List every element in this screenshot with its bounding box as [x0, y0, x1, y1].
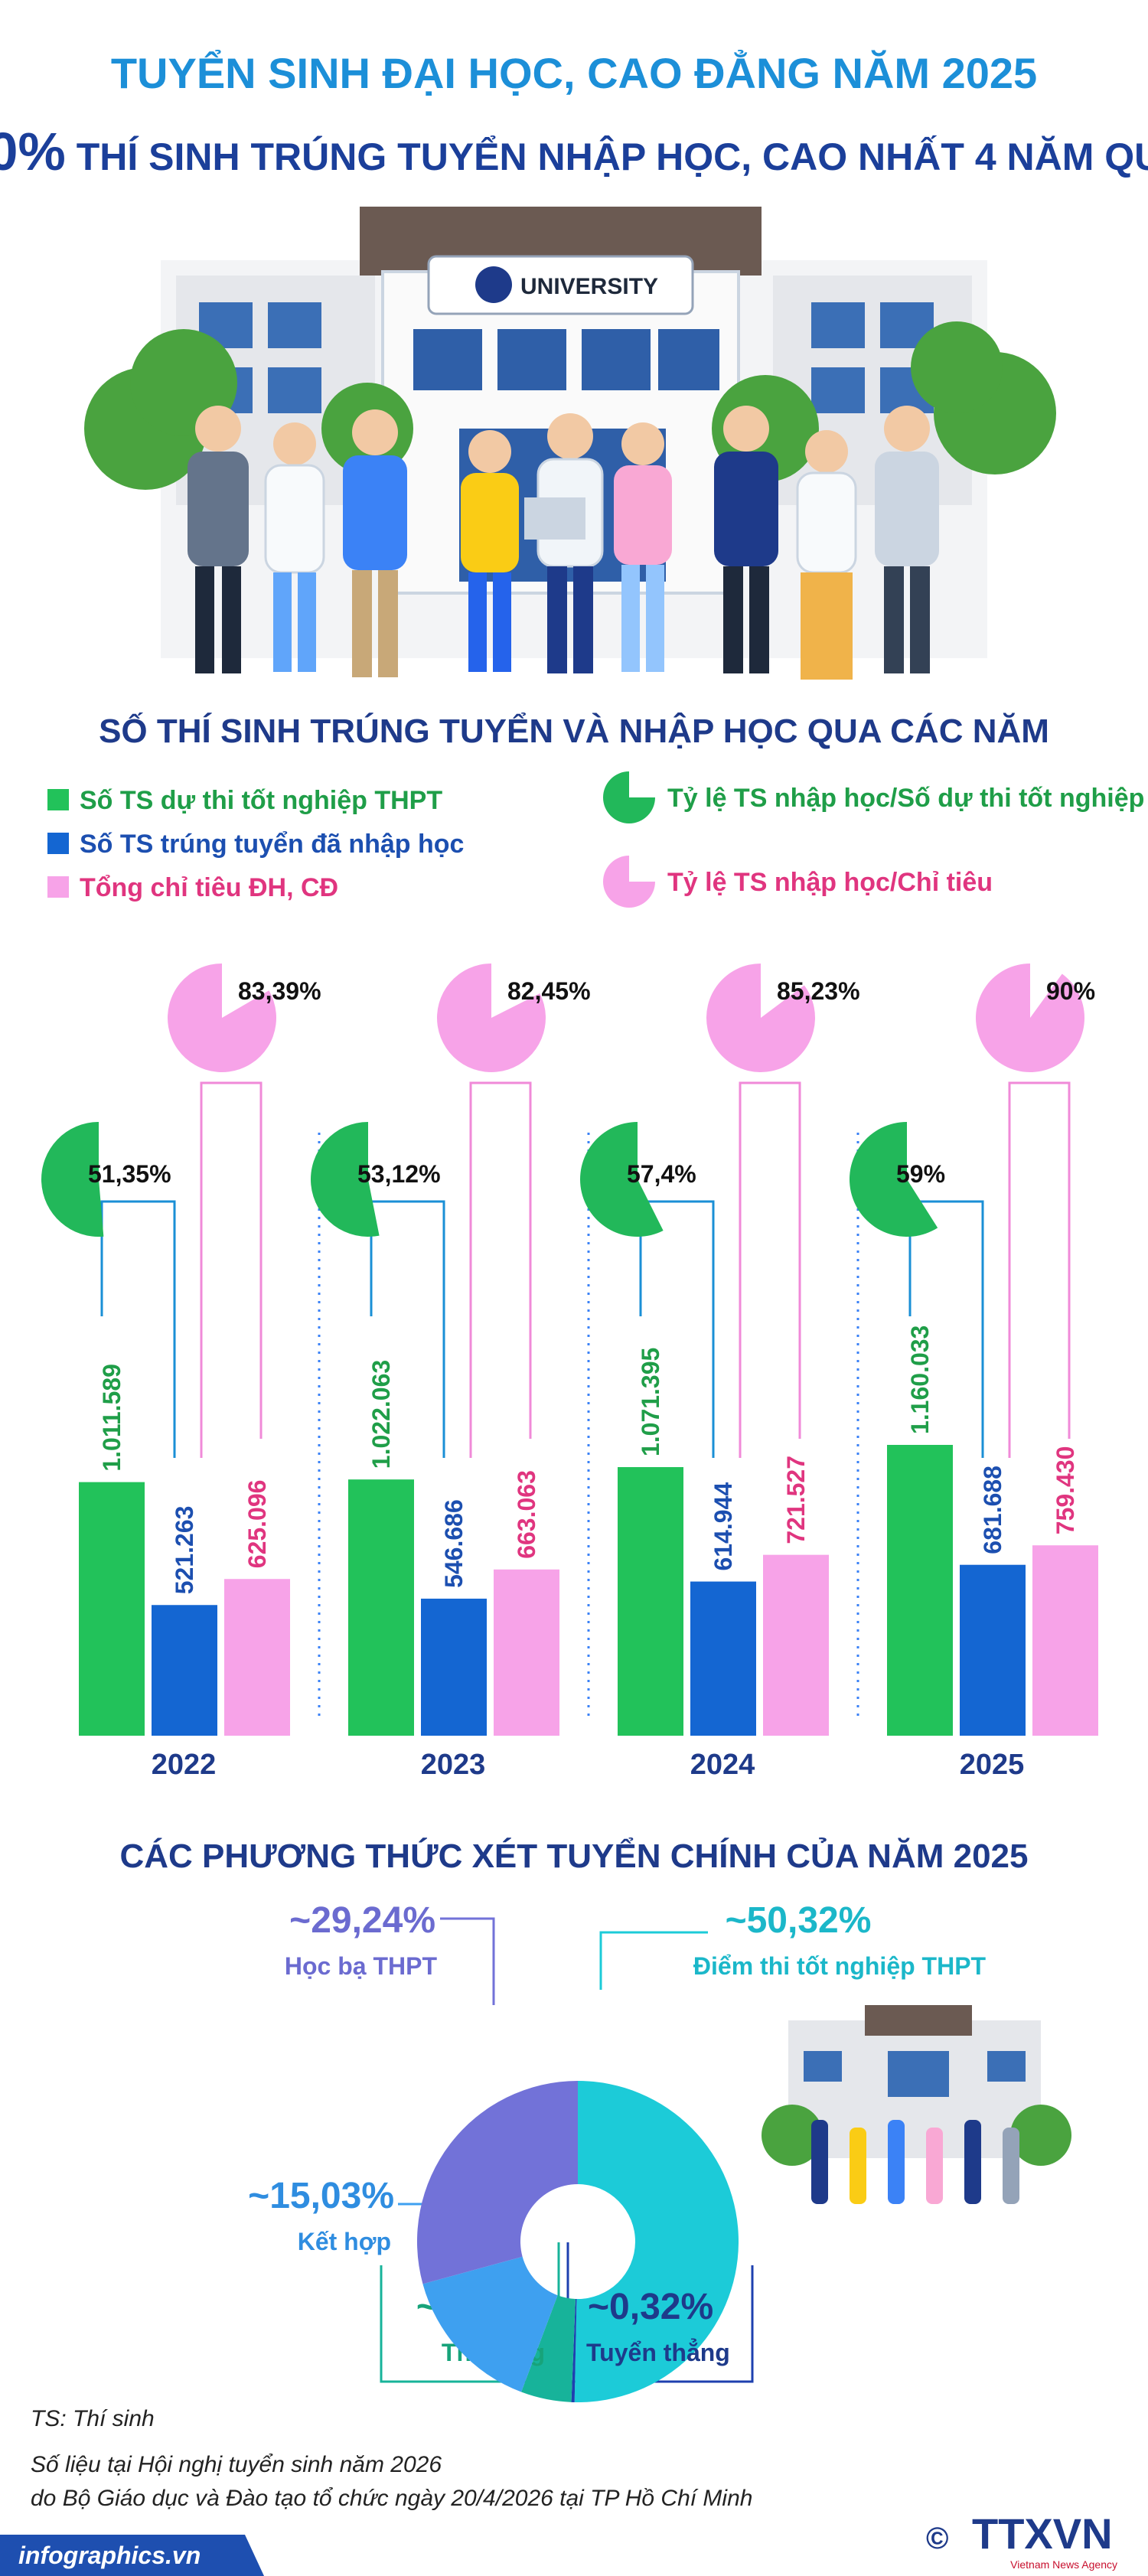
website: infographics.vn	[18, 2542, 201, 2569]
value-label: 521.263	[171, 1506, 198, 1595]
agency: Vietnam News Agency	[1010, 2558, 1117, 2571]
year-label: 2024	[690, 1749, 755, 1781]
note: do Bộ Giáo dục và Đào tạo tổ chức ngày 2…	[31, 2486, 752, 2511]
small-illustration	[762, 2005, 1071, 2204]
ratio-label: 59%	[896, 1160, 945, 1188]
note: Số liệu tại Hội nghị tuyển sinh năm 2026	[31, 2452, 442, 2477]
value-label: 1.071.395	[637, 1348, 664, 1456]
bar	[348, 1479, 414, 1736]
note: TS: Thí sinh	[31, 2406, 155, 2431]
legend-swatch	[47, 789, 69, 810]
bar	[618, 1467, 683, 1736]
legend-label: Số TS dự thi tốt nghiệp THPT	[80, 786, 442, 815]
legend: Số TS dự thi tốt nghiệp THPT Số TS trúng …	[47, 771, 1144, 908]
ratio-label: 51,35%	[88, 1160, 171, 1188]
pie-slice	[574, 2081, 739, 2402]
ratio-label: 83,39%	[238, 977, 321, 1005]
legend-label: Tỷ lệ TS nhập học/Số dự thi tốt nghiệp	[667, 784, 1144, 813]
ratio-label: 53,12%	[357, 1160, 441, 1188]
ratio-label: 57,4%	[627, 1160, 696, 1188]
legend-swatch	[47, 833, 69, 854]
connector	[200, 1081, 263, 1458]
pie-slice	[422, 2256, 558, 2392]
bar	[79, 1482, 145, 1736]
pie-category-label: Kết hợp	[298, 2228, 391, 2255]
ratio-label: 90%	[1046, 977, 1095, 1005]
pie-chart-title: CÁC PHƯƠNG THỨC XÉT TUYỂN CHÍNH CỦA NĂM …	[119, 1836, 1028, 1875]
pie-chart: ~50,32% Điểm thi tốt nghiệp THPT ~0,32% Tuy…	[248, 1900, 987, 2402]
legend-label: Số TS trúng tuyển đã nhập học	[80, 830, 464, 859]
bar-chart-title: SỐ THÍ SINH TRÚNG TUYỂN VÀ NHẬP HỌC QUA …	[99, 711, 1049, 750]
legend-icon	[603, 856, 655, 908]
connector	[1008, 1081, 1071, 1458]
value-label: 681.688	[979, 1466, 1006, 1554]
value-label: 1.011.589	[98, 1364, 126, 1472]
bar	[887, 1445, 953, 1736]
legend-swatch	[47, 876, 69, 898]
value-label: 1.160.033	[906, 1325, 934, 1434]
highlight: 90%	[0, 122, 66, 181]
subtitle-text: THÍ SINH TRÚNG TUYỂN NHẬP HỌC, CAO NHẤT …	[77, 135, 1148, 178]
bar	[1032, 1545, 1098, 1736]
pie-value-label: ~0,32%	[588, 2287, 713, 2327]
legend-icon	[603, 771, 655, 823]
pie-category-label: Học bạ THPT	[285, 1952, 438, 1980]
ratio-label: 85,23%	[777, 977, 860, 1005]
bar	[421, 1598, 487, 1736]
year-label: 2023	[421, 1749, 486, 1781]
legend-label: Tỷ lệ TS nhập học/Chỉ tiêu	[667, 868, 993, 897]
value-label: 663.063	[513, 1470, 540, 1559]
bar	[224, 1579, 290, 1736]
sign: UNIVERSITY	[520, 274, 658, 299]
ratio-pie	[976, 964, 1084, 1072]
pie-slice	[417, 2081, 578, 2284]
value-label: 546.686	[440, 1499, 468, 1588]
bar	[960, 1564, 1026, 1736]
ratio-pie	[310, 1122, 380, 1237]
bar	[763, 1554, 829, 1736]
ratio-pie	[437, 964, 546, 1072]
bar-chart: 1.011.589 521.263 625.096 2022 51,35% 83,39% 1…	[41, 964, 1098, 1781]
bar	[494, 1569, 559, 1736]
connector	[469, 1081, 532, 1458]
pie-value-label: ~29,24%	[289, 1900, 435, 1941]
footer-band	[0, 2535, 264, 2576]
ratio-pie	[41, 1122, 104, 1237]
ratio-label: 82,45%	[507, 977, 591, 1005]
value-label: 1.022.063	[367, 1360, 395, 1469]
year-label: 2022	[152, 1749, 217, 1781]
pie-value-label: ~50,32%	[726, 1900, 872, 1941]
value-label: 759.430	[1052, 1446, 1079, 1535]
bar	[690, 1581, 756, 1736]
ratio-pie	[579, 1122, 664, 1237]
bar	[152, 1605, 217, 1736]
value-label: 721.527	[782, 1456, 810, 1544]
ratio-pie	[706, 964, 815, 1072]
year-label: 2025	[960, 1749, 1025, 1781]
value-label: 614.944	[709, 1482, 737, 1571]
pie-slice	[571, 2298, 577, 2402]
illustration: UNIVERSITY	[84, 207, 1056, 680]
pie-category-label: Điểm thi tốt nghiệp THPT	[693, 1952, 987, 1980]
subtitle: 90% THÍ SINH TRÚNG TUYỂN NHẬP HỌC, CAO NH…	[0, 122, 1148, 181]
logo: TTXVN	[972, 2509, 1113, 2558]
legend-label: Tổng chỉ tiêu ĐH, CĐ	[80, 873, 338, 902]
pie-value-label: ~15,03%	[248, 2176, 394, 2216]
value-label: 625.096	[243, 1480, 271, 1569]
copyright: ©	[926, 2522, 948, 2555]
pie-category-label: Tuyển thẳng	[586, 2339, 730, 2366]
ratio-pie	[168, 964, 277, 1072]
ratio-pie	[849, 1121, 938, 1237]
title: TUYỂN SINH ĐẠI HỌC, CAO ĐẲNG NĂM 2025	[111, 49, 1037, 97]
connector	[739, 1081, 801, 1458]
pie-slice	[521, 2295, 576, 2402]
